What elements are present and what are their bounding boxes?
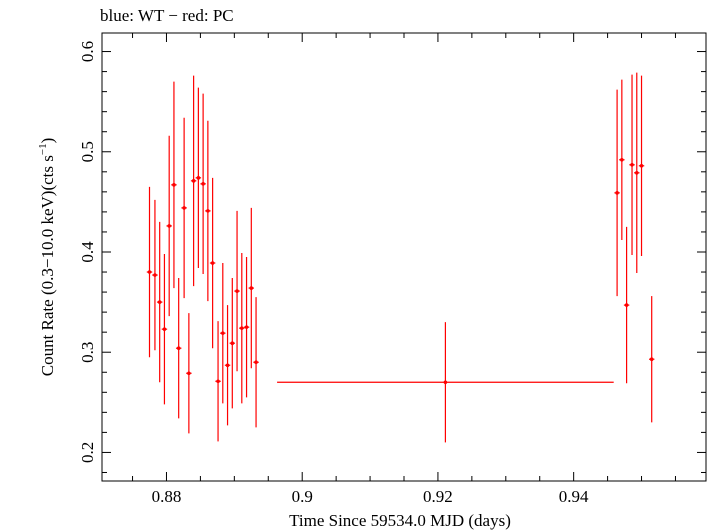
data-marker: [167, 224, 171, 228]
x-axis-label: Time Since 59534.0 MJD (days): [289, 511, 511, 530]
data-point: [166, 135, 172, 317]
data-marker: [615, 191, 619, 195]
data-marker: [235, 289, 239, 293]
data-marker: [244, 325, 249, 329]
data-point: [638, 75, 645, 256]
data-point: [234, 210, 240, 372]
plot-frame: [101, 32, 707, 482]
y-tick-label: 0.3: [78, 342, 97, 363]
data-point: [175, 278, 182, 419]
data-marker: [157, 300, 162, 304]
data-marker: [172, 183, 176, 187]
data-point: [200, 93, 206, 275]
data-point: [239, 252, 245, 404]
axis-ticks: [102, 33, 706, 481]
data-marker: [249, 286, 254, 290]
data-marker: [187, 371, 191, 376]
data-marker: [649, 357, 654, 362]
y-tick-label: 0.5: [78, 141, 97, 162]
data-marker: [254, 360, 258, 365]
data-point: [181, 117, 187, 299]
data-point: [253, 297, 259, 428]
y-axis-label-main: Count Rate (0.3−10.0 keV)(cts s: [38, 155, 57, 376]
x-tick-label: 0.92: [423, 487, 453, 506]
data-marker: [225, 363, 230, 368]
data-point: [152, 199, 158, 351]
data-marker: [153, 273, 157, 277]
data-point: [623, 226, 630, 384]
data-point: [229, 278, 236, 409]
data-point: [634, 72, 640, 274]
data-point: [243, 257, 250, 398]
data-point: [171, 81, 177, 289]
data-point: [277, 322, 614, 443]
data-marker: [634, 171, 639, 175]
data-marker: [620, 157, 624, 162]
data-marker: [230, 341, 235, 345]
data-point: [224, 305, 231, 426]
data-point: [156, 221, 163, 383]
data-marker: [206, 209, 210, 213]
data-marker: [162, 327, 167, 331]
data-point: [161, 253, 168, 405]
data-marker: [216, 379, 220, 384]
data-point: [614, 89, 620, 297]
data-marker: [196, 176, 201, 180]
data-point: [248, 207, 255, 369]
x-tick-label: 0.9: [292, 487, 313, 506]
data-point: [186, 313, 192, 434]
data-point: [629, 74, 635, 255]
y-axis-label-superscript: −1: [37, 143, 49, 155]
data-marker: [639, 163, 644, 168]
data-marker: [624, 303, 629, 307]
data-point: [209, 177, 216, 349]
data-point: [190, 75, 197, 287]
chart-title: blue: WT − red: PC: [100, 6, 234, 25]
data-marker: [191, 179, 196, 183]
data-point: [220, 263, 226, 404]
data-marker: [201, 182, 205, 186]
data-marker: [240, 326, 244, 330]
data-marker: [210, 261, 215, 265]
data-marker: [176, 346, 181, 351]
data-marker: [182, 206, 186, 210]
data-marker: [221, 331, 225, 335]
data-point: [619, 79, 625, 240]
y-tick-label: 0.2: [78, 442, 97, 463]
y-tick-label: 0.4: [78, 241, 97, 263]
y-tick-label: 0.6: [78, 41, 97, 62]
x-tick-label: 0.88: [152, 487, 182, 506]
data-marker: [147, 270, 152, 274]
data-marker: [443, 380, 448, 385]
data-series-pc: [146, 72, 655, 443]
y-axis-label-close: ): [38, 138, 57, 144]
data-point: [146, 186, 153, 358]
y-axis-label: Count Rate (0.3−10.0 keV)(cts s−1): [37, 138, 57, 377]
data-point: [205, 120, 211, 302]
data-point: [195, 87, 202, 269]
data-point: [648, 296, 655, 423]
data-point: [215, 321, 221, 442]
data-marker: [630, 162, 634, 167]
x-tick-label: 0.94: [559, 487, 589, 506]
axis-tick-labels: 0.88 0.9 0.92 0.94 0.2 0.3 0.4 0.5 0.6: [78, 41, 589, 506]
